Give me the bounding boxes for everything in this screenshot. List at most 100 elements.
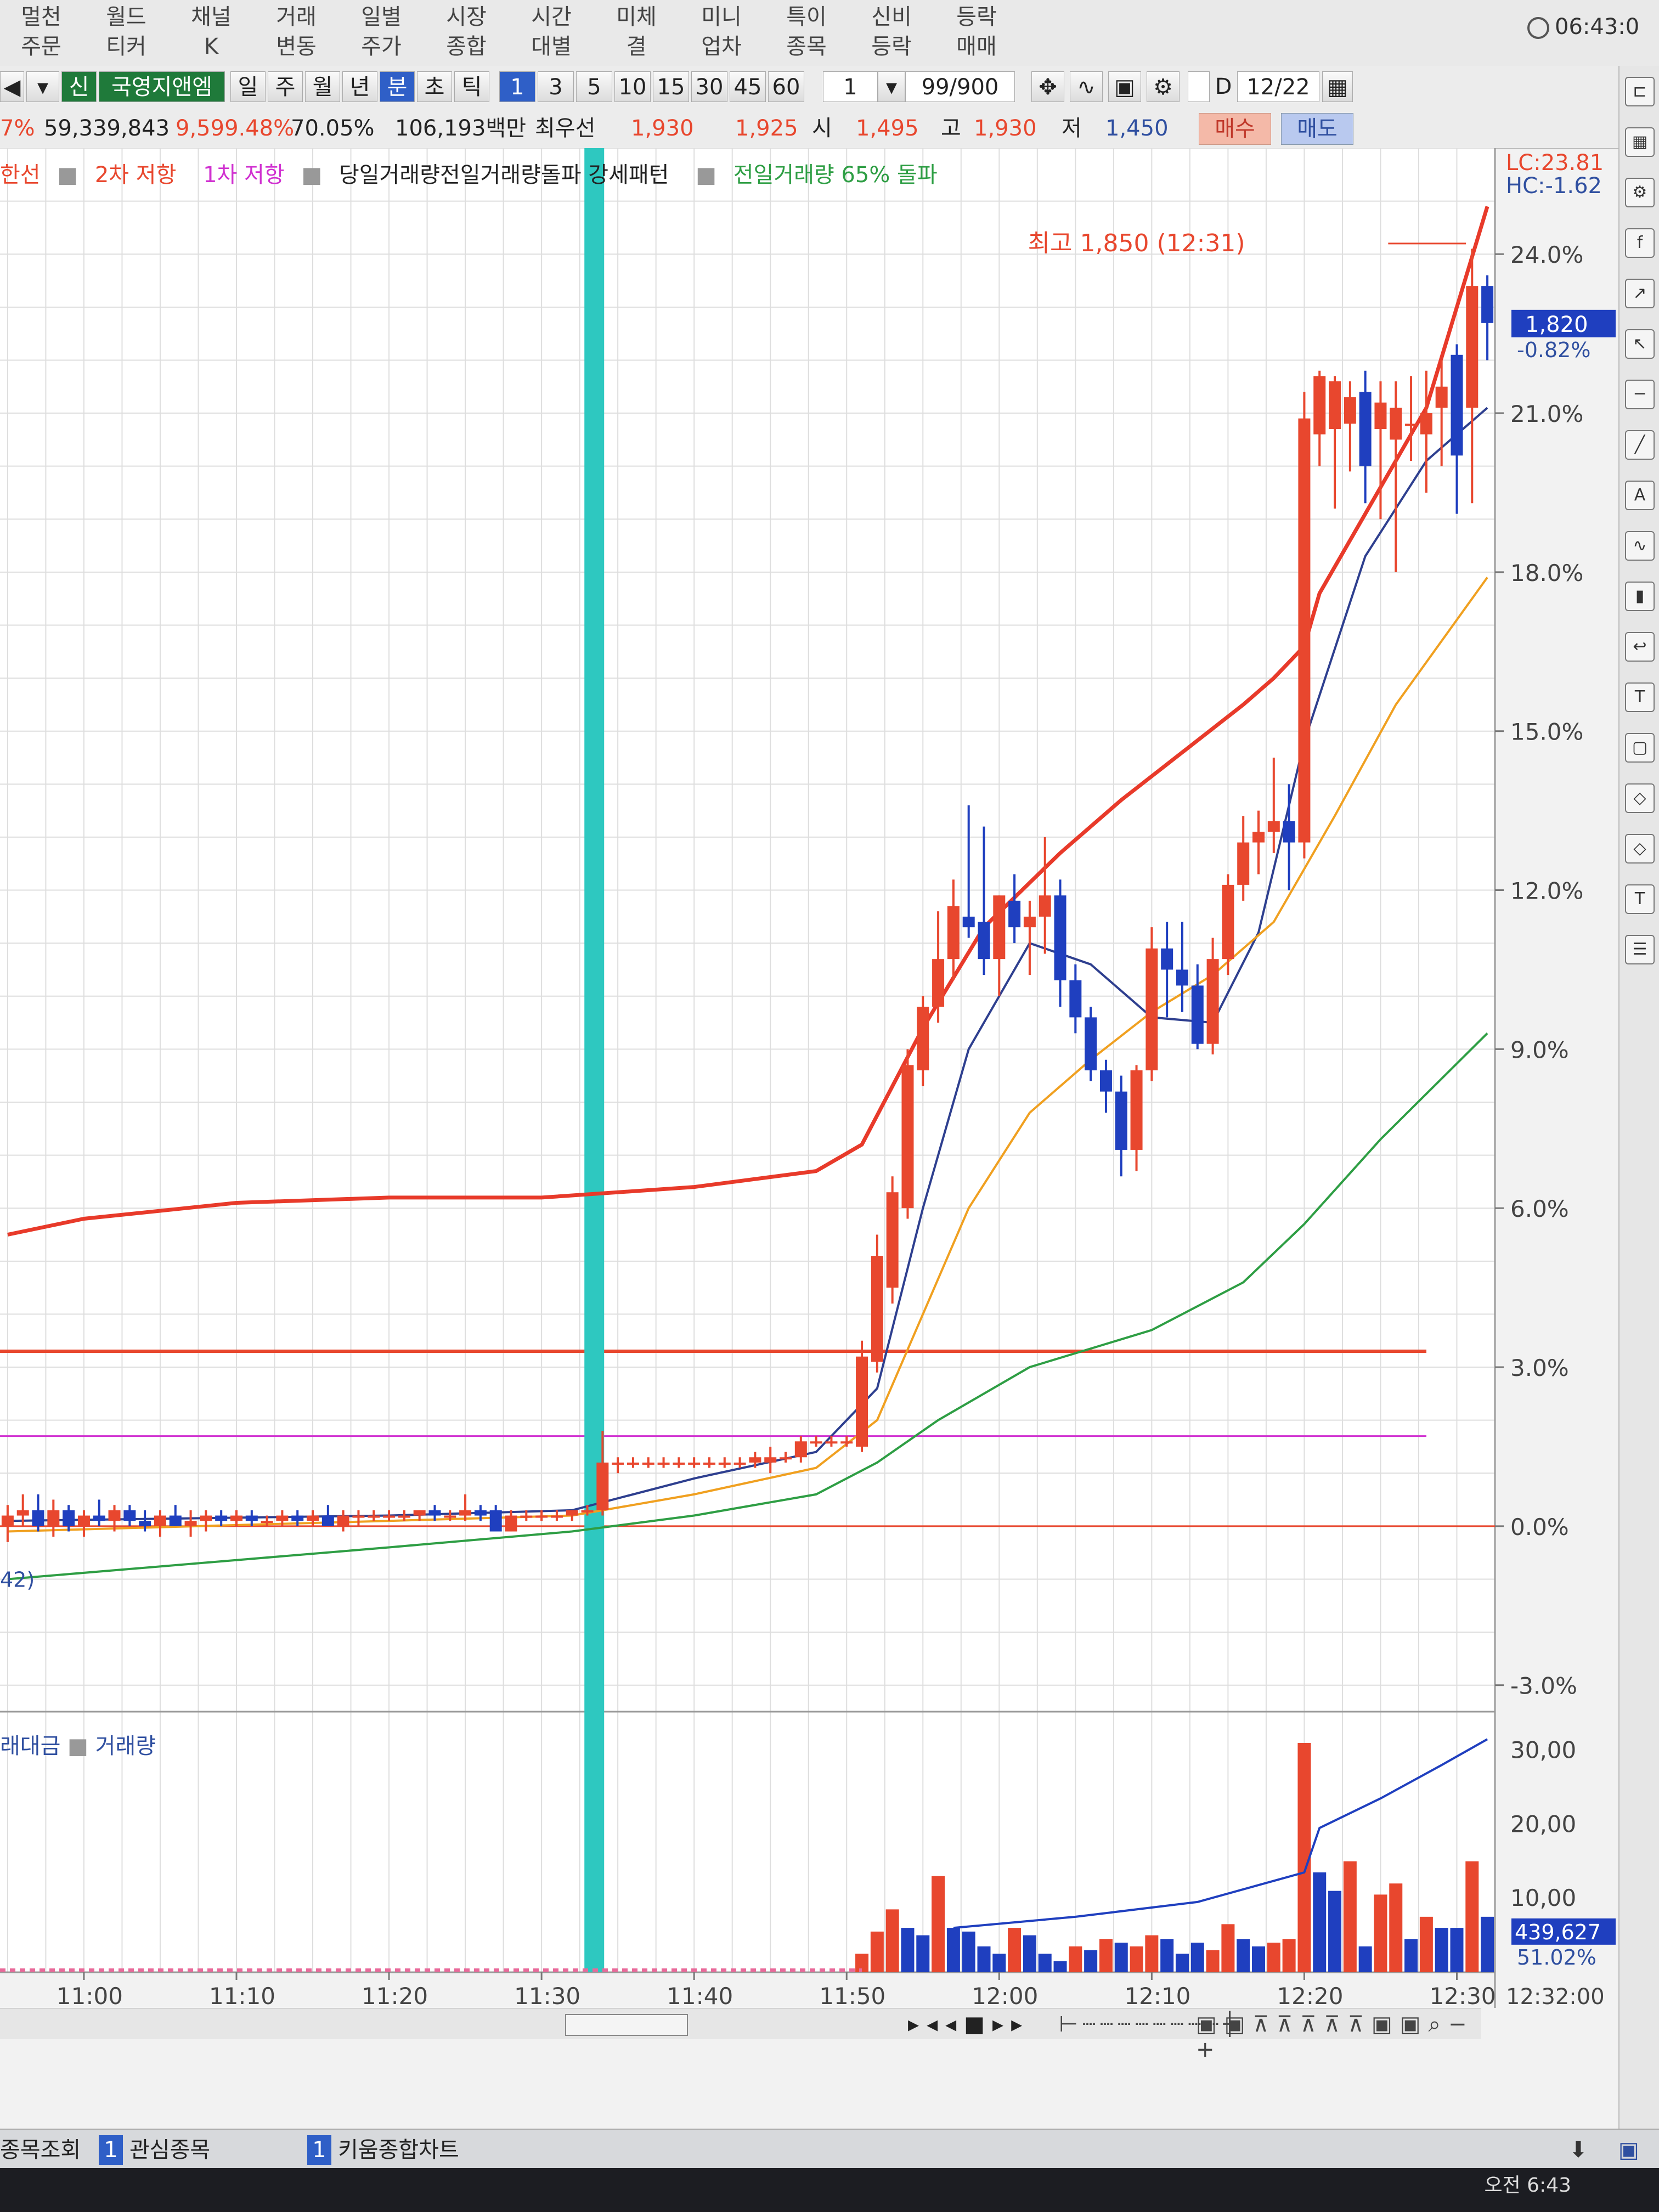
period-button-3[interactable]: 년 (342, 71, 377, 102)
calendar-icon[interactable]: ▦ (1322, 71, 1353, 102)
gear-icon[interactable]: ⚙ (1147, 71, 1180, 102)
tab-watchlist[interactable]: 1 관심종목 (99, 2135, 210, 2165)
left-edge-label: 42) (0, 1567, 35, 1592)
volume-bar (1008, 1928, 1022, 1972)
interval-button-3[interactable]: 10 (614, 71, 651, 102)
tab-kiwoom-chart[interactable]: 1 키움종합차트 (307, 2135, 459, 2165)
candle-body (825, 1441, 838, 1444)
y-tick-label: 6.0% (1510, 1195, 1569, 1222)
menu-item-4[interactable]: 일별 주가 (340, 2, 422, 61)
candle-body (962, 916, 975, 928)
candle-body (947, 906, 960, 960)
dropdown-icon[interactable]: ▾ (26, 71, 59, 102)
period-button-2[interactable]: 월 (305, 71, 340, 102)
interval-button-2[interactable]: 5 (576, 71, 612, 102)
interval-button-6[interactable]: 45 (730, 71, 766, 102)
menu-item-line1: 거래 (276, 4, 317, 30)
slope-icon[interactable]: ╱ (1625, 430, 1655, 460)
sell-button[interactable]: 매도 (1281, 113, 1353, 145)
line-icon[interactable]: ─ (1625, 380, 1655, 409)
menu-item-5[interactable]: 시장 종합 (425, 2, 507, 61)
volume-bar (1114, 1943, 1128, 1972)
date-flag: D (1215, 74, 1232, 99)
buy-button[interactable]: 매수 (1199, 113, 1271, 145)
candle-body (474, 1510, 487, 1516)
menu-item-6[interactable]: 시간 대별 (510, 2, 592, 61)
chevron-down-icon[interactable]: ▾ (878, 71, 905, 102)
text-box-icon[interactable]: T (1625, 884, 1655, 914)
menu-item-10[interactable]: 신비 등락 (850, 2, 933, 61)
x-tick-label: 11:30 (514, 1983, 580, 2008)
wave-icon[interactable]: ∿ (1625, 531, 1655, 561)
function-icon[interactable]: f (1625, 228, 1655, 258)
zoom-slider-icon[interactable]: ⊢┈┈┈┈┈┈┈┈┤ (1059, 2012, 1241, 2037)
gear-icon[interactable]: ⚙ (1625, 178, 1655, 207)
save-icon[interactable]: ▣ (1108, 71, 1141, 102)
tab-stock-search[interactable]: 종목조회 (0, 2135, 81, 2165)
candle-body (337, 1515, 349, 1526)
y-tick-label: 9.0% (1510, 1036, 1569, 1063)
eraser-icon[interactable]: ◇ (1625, 783, 1655, 813)
wave-icon[interactable]: ∿ (1070, 71, 1103, 102)
box-icon[interactable]: ▢ (1625, 733, 1655, 763)
window-icon[interactable]: ▣ (1618, 2137, 1639, 2163)
menu-item-7[interactable]: 미체 결 (595, 2, 678, 61)
auto-icon[interactable]: A (1625, 481, 1655, 510)
period-button-4[interactable]: 분 (380, 71, 415, 102)
interval-button-0[interactable]: 1 (499, 71, 535, 102)
stock-name[interactable]: 국영지앤엠 (99, 71, 225, 102)
candle-body (1344, 397, 1356, 424)
candle-icon[interactable]: ▮ (1625, 582, 1655, 611)
period-button-0[interactable]: 일 (230, 71, 266, 102)
interval-button-1[interactable]: 3 (538, 71, 574, 102)
volume-bar (1313, 1872, 1327, 1972)
period-button-1[interactable]: 주 (268, 71, 303, 102)
menu-item-2[interactable]: 채널 K (170, 2, 252, 61)
zoom-icon[interactable]: ✥ (1031, 71, 1064, 102)
drawing-tools-icon[interactable]: ▣▣⊼⊼⊼⊼⊼▣▣⌕−+ (1196, 2012, 1475, 2062)
x-tick-label: 11:00 (57, 1983, 123, 2008)
trend-icon[interactable]: ↗ (1625, 279, 1655, 308)
menu-item-9[interactable]: 특이 종목 (765, 2, 848, 61)
interval-button-7[interactable]: 60 (768, 71, 804, 102)
candle-body (1374, 402, 1387, 430)
x-tick-label: 11:40 (667, 1983, 733, 2008)
volume-pct: 51.02% (1517, 1945, 1596, 1970)
menu-item-3[interactable]: 거래 변동 (255, 2, 337, 61)
candle-body (673, 1462, 685, 1465)
download-icon[interactable]: ⬇ (1569, 2137, 1588, 2163)
speaker-icon[interactable]: ◀ (0, 71, 24, 102)
period-button-6[interactable]: 틱 (454, 71, 489, 102)
grid-icon[interactable]: ▦ (1625, 127, 1655, 157)
x-tick-label: 12:30 (1429, 1983, 1496, 2008)
text-icon[interactable]: T (1625, 682, 1655, 712)
volume-bar (1374, 1894, 1387, 1972)
candle-body (16, 1510, 29, 1516)
volume-bar (1252, 1946, 1266, 1972)
candle-body (978, 922, 990, 960)
menu-item-line1: 시장 (446, 4, 487, 30)
interval-button-4[interactable]: 15 (653, 71, 689, 102)
candle-body (154, 1515, 166, 1526)
date-field[interactable]: 12/22 (1237, 71, 1319, 102)
menu-item-8[interactable]: 미니 업차 (680, 2, 763, 61)
interval-select[interactable]: 1 (823, 71, 878, 102)
menu-item-0[interactable]: 멀천 주문 (0, 2, 82, 61)
x-tick-label: 11:20 (362, 1983, 428, 2008)
playback-controls[interactable]: ▸◂◂■▸▸ (908, 2012, 1030, 2037)
legend-marker-icon: ■ (696, 162, 716, 188)
date-checkbox[interactable] (1188, 71, 1210, 102)
count-field[interactable]: 99/900 (905, 71, 1015, 102)
cursor-icon[interactable]: ↖ (1625, 329, 1655, 359)
interval-button-5[interactable]: 30 (691, 71, 727, 102)
arrow-icon[interactable]: ↩ (1625, 632, 1655, 662)
menu-item-1[interactable]: 월드 티커 (85, 2, 167, 61)
list-icon[interactable]: ☰ (1625, 935, 1655, 964)
eraser-all-icon[interactable]: ◇ (1625, 834, 1655, 864)
scroll-thumb[interactable] (565, 2014, 688, 2036)
ruler-icon[interactable]: ⊏ (1625, 77, 1655, 106)
menu-item-11[interactable]: 등락 매매 (935, 2, 1018, 61)
period-button-5[interactable]: 초 (417, 71, 452, 102)
